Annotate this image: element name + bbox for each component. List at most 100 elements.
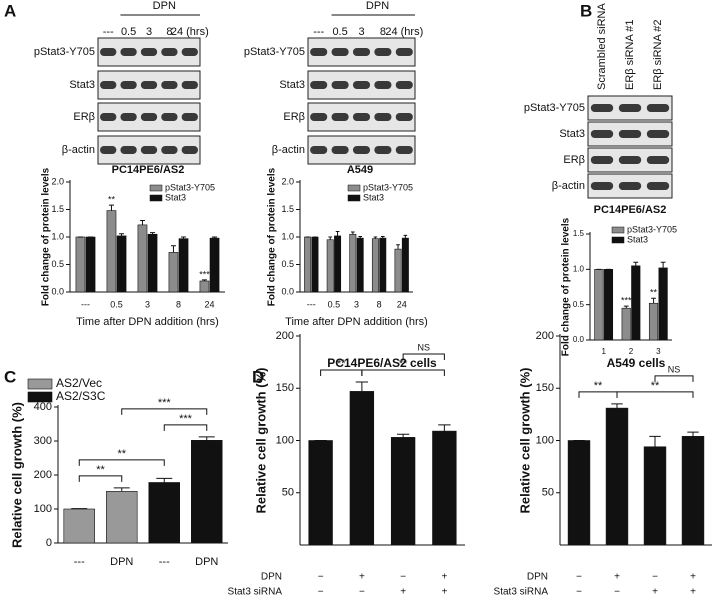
- blot-band: [310, 48, 328, 56]
- bar: [643, 446, 667, 546]
- blot-band: [395, 48, 413, 56]
- x-tick-label: 8: [377, 299, 382, 309]
- bar: [191, 440, 223, 544]
- significance-bracket: [616, 391, 694, 398]
- significance: ***: [179, 413, 193, 425]
- blot-row-label: pStat3-Y705: [524, 102, 585, 114]
- significance: ***: [158, 397, 172, 409]
- bar: [311, 236, 319, 293]
- blot-row-label: ERβ: [283, 111, 305, 123]
- blot-band: [161, 146, 178, 154]
- blot-band: [181, 81, 198, 89]
- bar: [379, 237, 387, 293]
- panel-label: B: [580, 1, 592, 20]
- y-tick-label: 200: [536, 330, 554, 342]
- legend-swatch: [347, 194, 361, 202]
- error-bar: [170, 245, 176, 253]
- y-axis-label: Fold change of protein levels: [561, 217, 572, 356]
- significance-bracket: [361, 369, 445, 376]
- y-tick-label: 0.5: [51, 259, 64, 269]
- lane-label: 0.5: [332, 26, 347, 38]
- x-tick-label: 24: [204, 299, 214, 309]
- bar: [308, 440, 333, 546]
- y-tick-label: 1.0: [281, 231, 294, 241]
- y-tick-label: 0: [46, 537, 52, 549]
- x-tick-label: 0.5: [328, 299, 341, 309]
- error-bar: [633, 261, 639, 266]
- blot-band: [352, 48, 371, 56]
- legend-swatch: [611, 226, 625, 234]
- y-tick-label: 100: [536, 434, 554, 446]
- error-bar: [687, 431, 699, 437]
- error-bar: [403, 234, 408, 239]
- blot-band: [331, 48, 349, 56]
- blot-row-label: β-actin: [552, 180, 585, 192]
- significance-bracket: [78, 475, 123, 482]
- bar: [349, 233, 357, 293]
- blot-band: [310, 146, 328, 154]
- error-bar: [651, 297, 656, 304]
- blot-band: [618, 182, 642, 190]
- lane-label: ---: [313, 26, 324, 38]
- blot-band: [646, 104, 670, 112]
- error-bar: [649, 435, 661, 447]
- significance: ***: [199, 269, 210, 279]
- row-value: −: [400, 572, 406, 583]
- legend-swatch: [611, 236, 625, 244]
- error-bar: [380, 235, 385, 239]
- y-tick-label: 1.0: [51, 231, 64, 241]
- blot-band: [374, 113, 392, 121]
- error-bar: [396, 433, 410, 438]
- blot-band: [140, 81, 158, 89]
- y-tick-label: 200: [34, 469, 52, 481]
- legend-label: Stat3: [627, 234, 648, 244]
- bar: [621, 307, 631, 341]
- significance: **: [594, 380, 603, 392]
- treatment-label: DPN: [366, 0, 389, 12]
- x-tick-label: 8: [176, 299, 181, 309]
- blot-band: [352, 81, 371, 89]
- error-bar: [156, 477, 173, 483]
- row-value: +: [400, 587, 406, 598]
- error-bar: [108, 204, 114, 211]
- row-value: −: [652, 572, 658, 583]
- legend-label: AS2/Vec: [56, 376, 102, 390]
- row-label: Stat3 siRNA: [494, 587, 549, 598]
- blot-band: [352, 146, 371, 154]
- lane-label: 0.5: [121, 26, 136, 38]
- significance: **: [96, 464, 105, 476]
- row-value: −: [359, 587, 365, 598]
- x-tick-label: ---: [307, 299, 316, 309]
- legend-swatch: [149, 184, 163, 192]
- bar: [116, 235, 127, 293]
- blot-band: [140, 48, 158, 56]
- bar: [199, 280, 210, 293]
- blot-row-label: ERβ: [73, 111, 95, 123]
- y-tick-label: 200: [276, 330, 294, 342]
- blot-band: [331, 146, 349, 154]
- blot-band: [161, 81, 178, 89]
- lane-label: 3: [358, 26, 364, 38]
- significance: **: [399, 358, 408, 370]
- bar: [106, 210, 117, 293]
- significance: **: [337, 358, 346, 370]
- bar: [394, 248, 402, 293]
- y-tick-label: 150: [536, 382, 554, 394]
- y-axis-label: Fold change of protein levels: [267, 167, 278, 306]
- significance: **: [117, 448, 126, 460]
- chart-title: PC14PE6/AS2 cells: [327, 356, 437, 370]
- lane-label: 8: [380, 26, 386, 38]
- row-label: DPN: [527, 572, 548, 583]
- y-axis-label: Relative cell growth (%): [253, 368, 268, 514]
- bar: [390, 437, 416, 546]
- x-tick-label: 1: [601, 347, 606, 356]
- blot-band: [590, 130, 614, 138]
- significance: **: [108, 194, 116, 204]
- blot-band: [590, 104, 614, 112]
- y-tick-label: 2.0: [51, 176, 64, 186]
- lane-label: ---: [103, 26, 114, 38]
- bar: [106, 491, 138, 544]
- legend-swatch: [27, 378, 53, 390]
- row-value: +: [359, 572, 365, 583]
